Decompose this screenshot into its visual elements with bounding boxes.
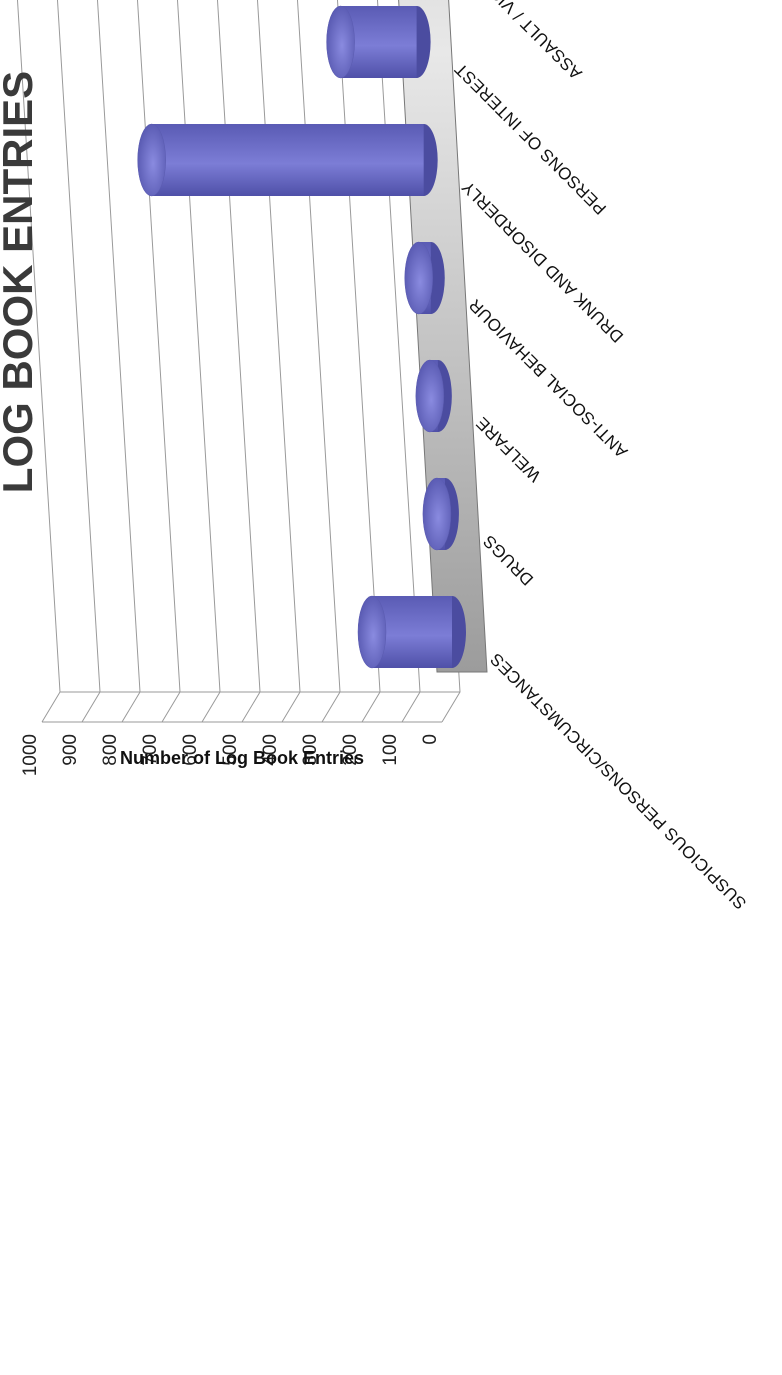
chart-plot: SUSPICIOUS PERSONS/CIRCUMSTANCES DRUGS WEL…	[0, 0, 750, 913]
y-tick-label: 700	[140, 734, 161, 766]
y-tick-label: 100	[380, 734, 401, 766]
bar	[422, 477, 459, 551]
y-tick-label: 1000	[20, 734, 41, 776]
chart-title: LOG BOOK ENTRIES	[0, 71, 41, 493]
y-tick-label: 200	[340, 734, 361, 766]
y-tick-label: 800	[100, 734, 121, 766]
bar	[326, 5, 431, 79]
gridline	[222, 0, 301, 723]
y-tick-labels: 0 100 200 300 400 500 600 700 800 900 1000	[20, 734, 441, 776]
category-label: SUSPICIOUS PERSONS/CIRCUMSTANCES	[486, 649, 750, 913]
floor-band	[365, 0, 488, 673]
y-tick-label: 600	[180, 734, 201, 766]
y-tick-label: 500	[220, 734, 241, 766]
y-tick-label: 900	[60, 734, 81, 766]
bar	[404, 241, 445, 315]
bar	[415, 359, 452, 433]
gridline	[262, 0, 341, 723]
gridline	[142, 0, 221, 723]
bar	[357, 595, 466, 669]
category-label: WELFARE	[472, 413, 544, 485]
grid-layer	[0, 0, 461, 723]
y-tick-label: 0	[420, 734, 441, 745]
bar	[137, 123, 438, 197]
y-axis-label: Number of Log Book Entries	[120, 748, 364, 768]
gridline	[102, 0, 181, 723]
gridline	[182, 0, 261, 723]
bar-layer	[137, 5, 466, 669]
category-label: DRUGS	[479, 531, 537, 589]
y-tick-label: 400	[260, 734, 281, 766]
gridline	[62, 0, 141, 723]
chart-floor	[365, 0, 488, 673]
y-tick-label: 300	[300, 734, 321, 766]
